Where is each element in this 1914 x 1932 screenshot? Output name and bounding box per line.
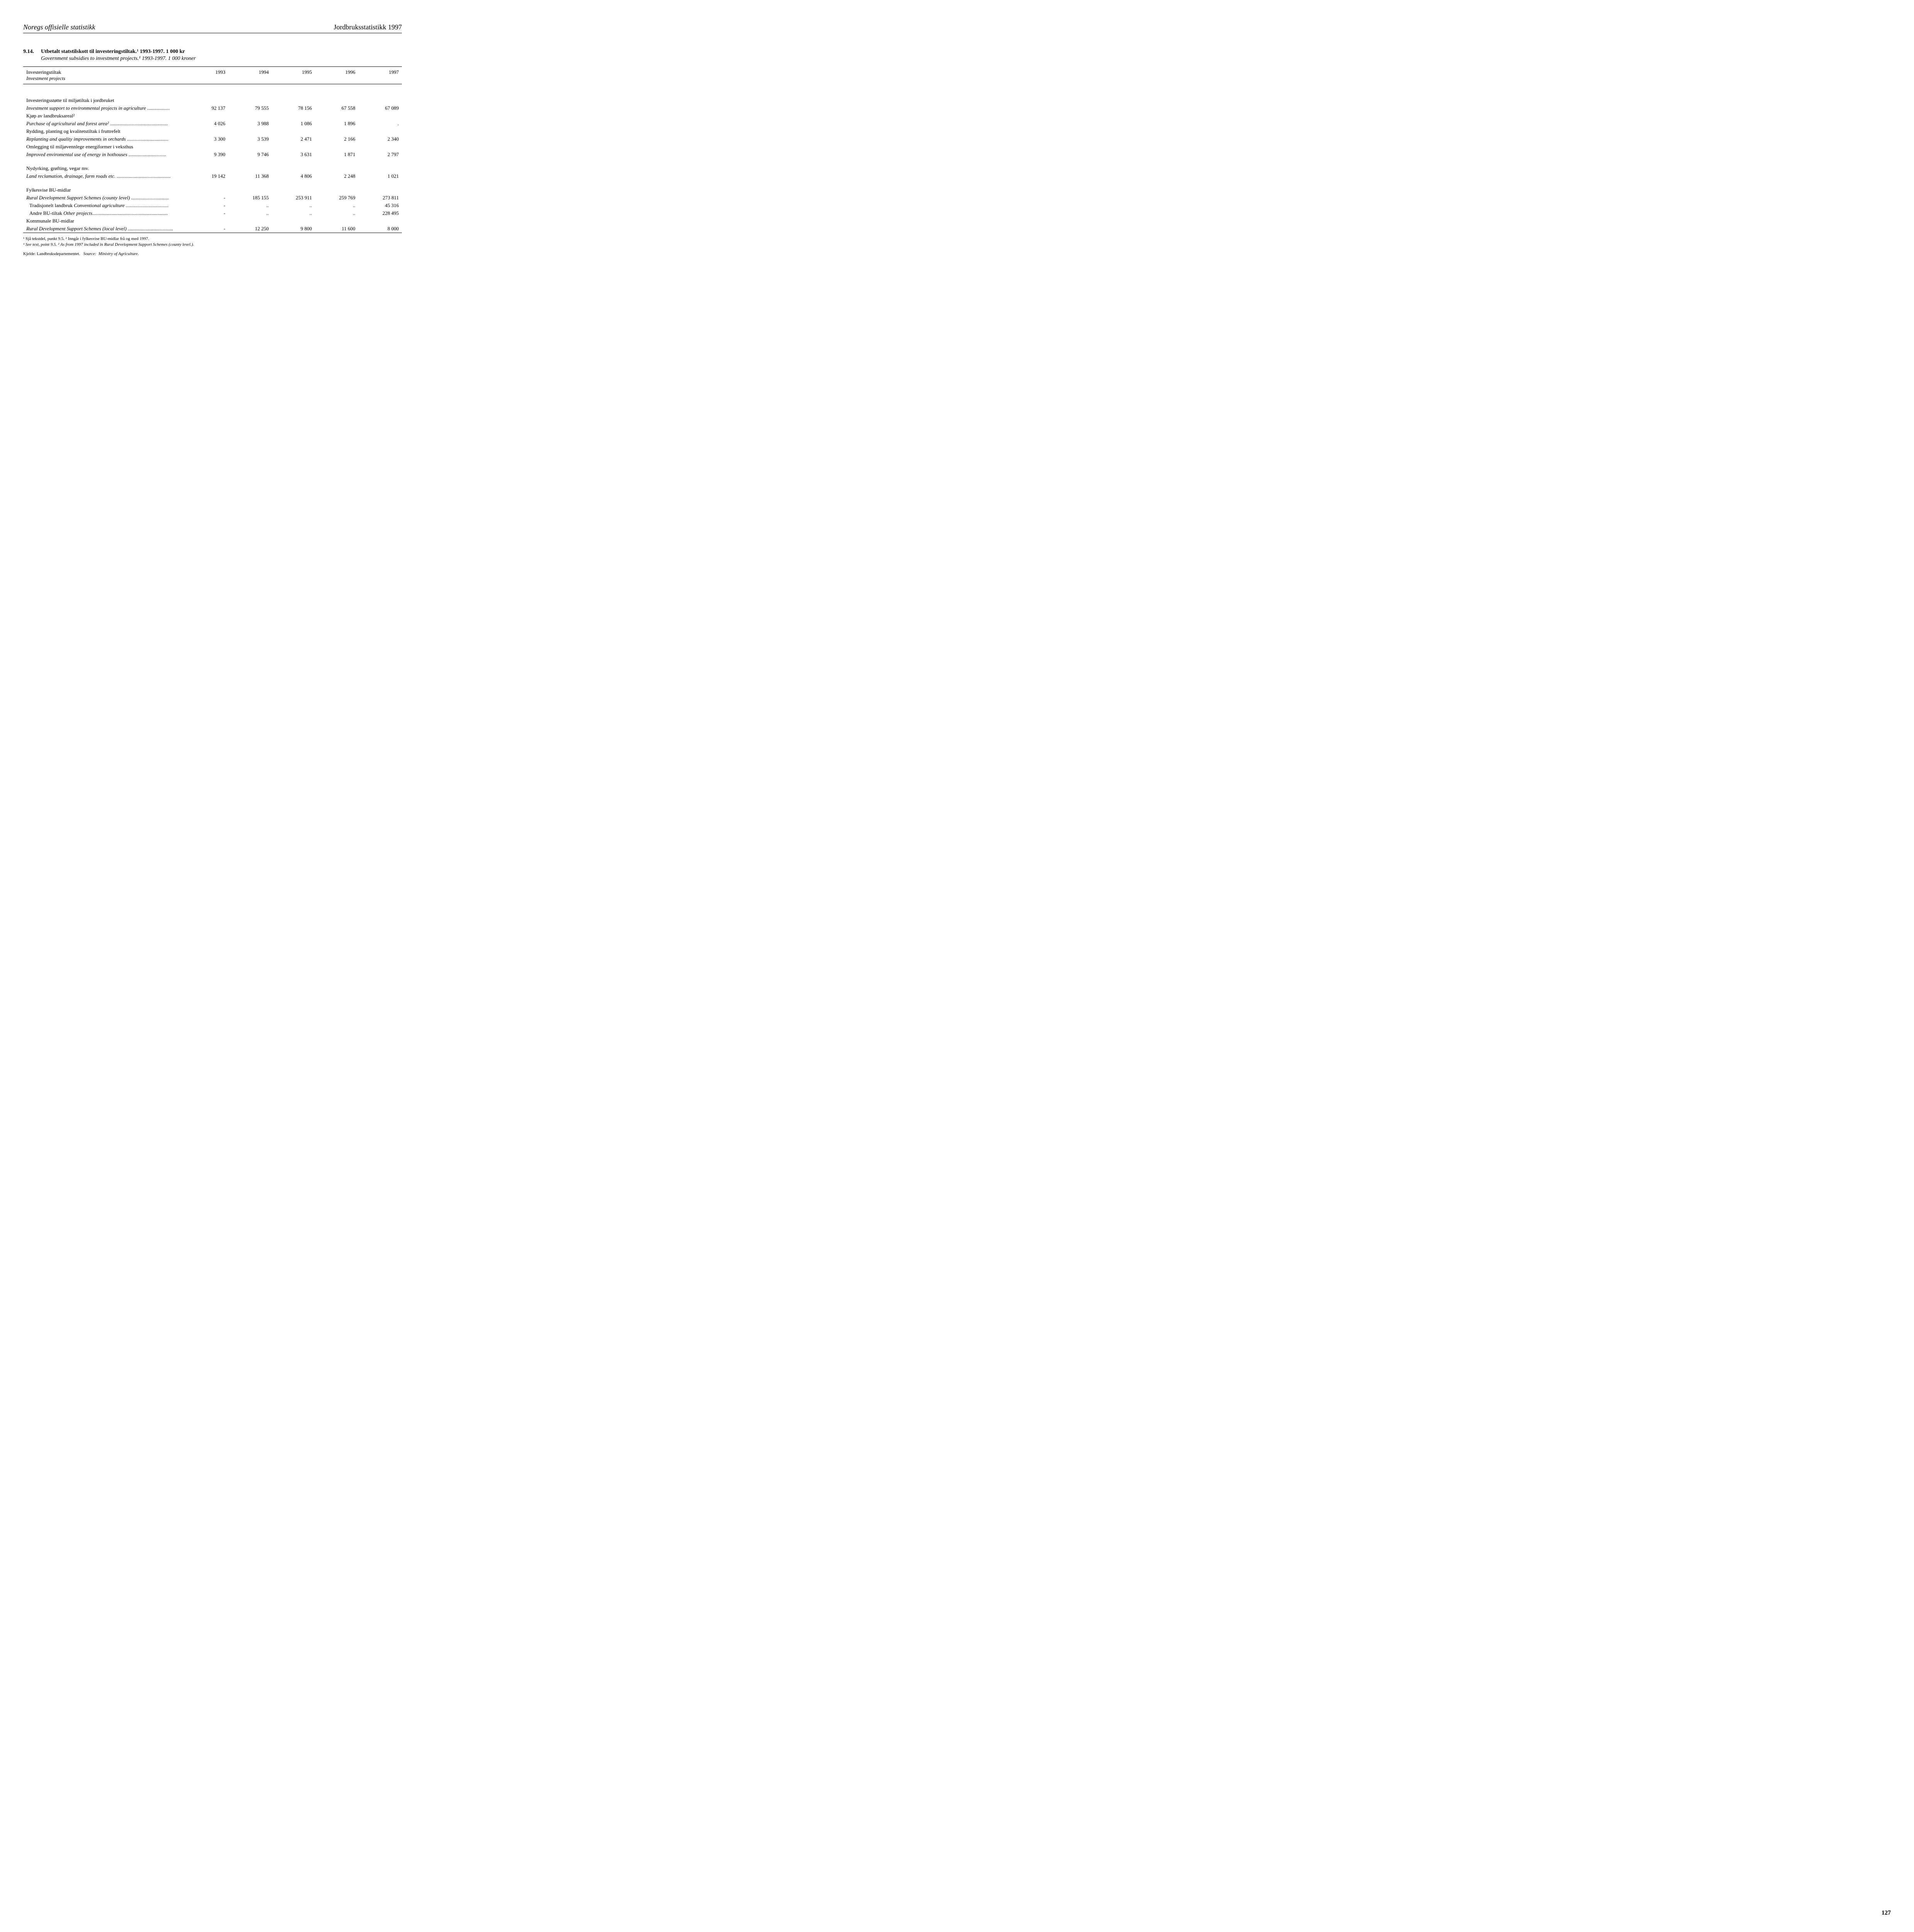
- col-1997: 1997: [359, 67, 402, 84]
- row-label-nb: Rydding, planting og kvalitetstiltak i f…: [23, 128, 190, 135]
- table-row: Land reclamation, drainage, farm roads e…: [23, 172, 402, 180]
- row-label-en: Rural Development Support Schemes (local…: [23, 225, 190, 233]
- title-text: Utbetalt statstilskott til investeringst…: [41, 49, 196, 62]
- page-number: 127: [1882, 1910, 1891, 1917]
- col-1993: 1993: [190, 67, 228, 84]
- header-right: Jordbruksstatistikk 1997: [333, 23, 402, 31]
- table-row: Rural Development Support Schemes (local…: [23, 225, 402, 233]
- table-row: Rural Development Support Schemes (count…: [23, 194, 402, 202]
- table-title: 9.14. Utbetalt statstilskott til investe…: [23, 49, 402, 62]
- footnotes: ¹ Sjå tekstdel, punkt 9.5. ² Inngår i fy…: [23, 236, 402, 248]
- source-en: Ministry of Agriculture.: [99, 252, 139, 256]
- row-label-en: Land reclamation, drainage, farm roads e…: [23, 172, 190, 180]
- row-label-en: Investment support to environmental proj…: [23, 104, 190, 112]
- row-label-nb: Kommunale BU-midlar: [23, 217, 190, 225]
- row-label-indent: Tradisjonelt landbruk Conventional agric…: [23, 202, 190, 209]
- footnote-nb: ¹ Sjå tekstdel, punkt 9.5. ² Inngår i fy…: [23, 236, 402, 242]
- row-header-en: Investment projects: [26, 75, 65, 81]
- header-left: Noregs offisielle statistikk: [23, 23, 95, 31]
- col-1996: 1996: [315, 67, 358, 84]
- source-nb: Kjelde: Landbruksdepartementet.: [23, 252, 80, 256]
- table-row: Andre BU-tiltak Other projects..........…: [23, 209, 402, 217]
- page-header: Noregs offisielle statistikk Jordbruksst…: [23, 23, 402, 33]
- row-label-nb: Fylkesvise BU-midlar: [23, 186, 190, 194]
- table-row: Replanting and quality improvements in o…: [23, 135, 402, 143]
- row-label-nb: Kjøp av landbruksareal²: [23, 112, 190, 120]
- source-line: Kjelde: Landbruksdepartementet. Source: …: [23, 252, 402, 256]
- table-row: Purchase of agricultural and forest area…: [23, 120, 402, 128]
- table-row: Omlegging til miljøvennlege energiformer…: [23, 143, 402, 151]
- footnote-en: ¹ See text, point 9.5. ² As from 1997 in…: [23, 242, 402, 248]
- col-1994: 1994: [228, 67, 272, 84]
- col-1995: 1995: [272, 67, 315, 84]
- row-label-en: Purchase of agricultural and forest area…: [23, 120, 190, 128]
- table-row: Nydyrking, grøfting, vegar mv.: [23, 165, 402, 172]
- table-row: Kjøp av landbruksareal²: [23, 112, 402, 120]
- table-row: Rydding, planting og kvalitetstiltak i f…: [23, 128, 402, 135]
- table-body: Investeringsstøtte til miljøtiltak i jor…: [23, 84, 402, 233]
- row-label-nb: Investeringsstøtte til miljøtiltak i jor…: [23, 97, 190, 104]
- title-main: Utbetalt statstilskott til investeringst…: [41, 49, 196, 55]
- table-row: Improved enviromental use of energy in h…: [23, 151, 402, 158]
- row-label-en: Improved enviromental use of energy in h…: [23, 151, 190, 158]
- table-row: Tradisjonelt landbruk Conventional agric…: [23, 202, 402, 209]
- row-header-nb: Investeringstiltak: [26, 69, 61, 75]
- row-label-nb: Nydyrking, grøfting, vegar mv.: [23, 165, 190, 172]
- row-header-cell: Investeringstiltak Investment projects: [23, 67, 190, 84]
- table-header-row: Investeringstiltak Investment projects 1…: [23, 67, 402, 84]
- title-number: 9.14.: [23, 49, 34, 55]
- table-row: Investment support to environmental proj…: [23, 104, 402, 112]
- table-row: Investeringsstøtte til miljøtiltak i jor…: [23, 97, 402, 104]
- table-row: Kommunale BU-midlar: [23, 217, 402, 225]
- data-table: Investeringstiltak Investment projects 1…: [23, 66, 402, 233]
- source-en-label: Source:: [83, 252, 96, 256]
- row-label-en: Replanting and quality improvements in o…: [23, 135, 190, 143]
- row-label-nb: Omlegging til miljøvennlege energiformer…: [23, 143, 190, 151]
- row-label-indent: Andre BU-tiltak Other projects..........…: [23, 209, 190, 217]
- title-sub: Government subsidies to investment proje…: [41, 56, 196, 62]
- table-row: Fylkesvise BU-midlar: [23, 186, 402, 194]
- row-label-en: Rural Development Support Schemes (count…: [23, 194, 190, 202]
